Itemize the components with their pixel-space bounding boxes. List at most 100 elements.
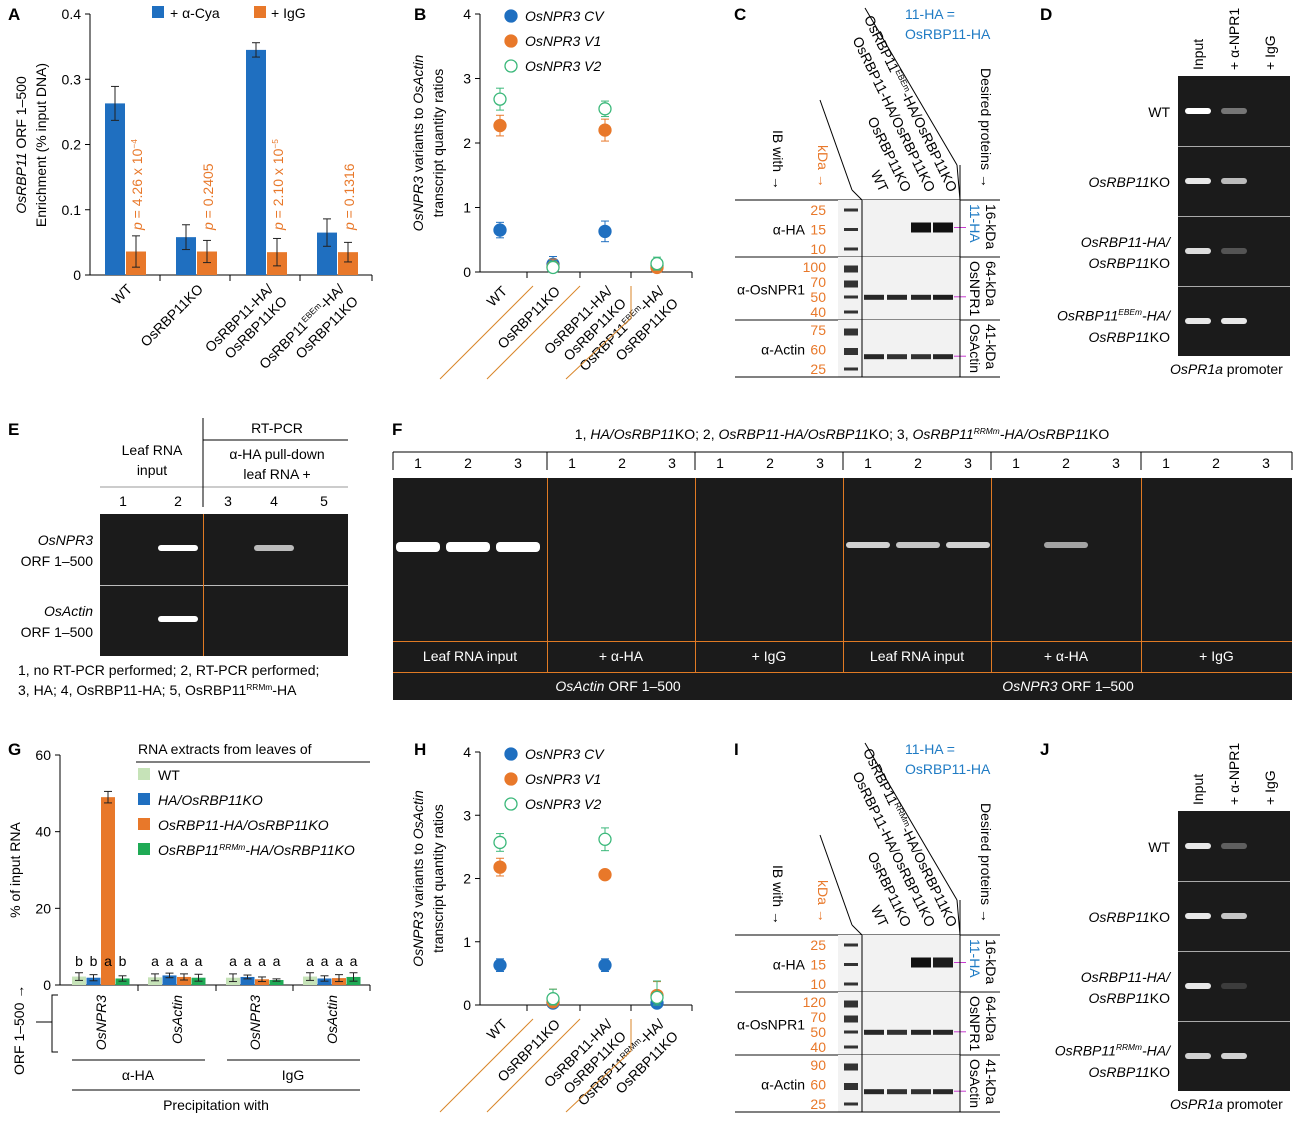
y-axis-label: OsNPR3 variants to OsActin (410, 54, 426, 231)
data-point (598, 224, 612, 239)
panel-label-h: H (414, 740, 427, 759)
data-point (598, 958, 612, 972)
lane-number: 1 (414, 455, 422, 471)
row-label: OsRBP11EBEm-HA/OsRBP11KO (1057, 302, 1170, 348)
data-point (650, 258, 664, 273)
lane-number: 2 (914, 455, 922, 471)
ladder-band (844, 1063, 858, 1071)
note: OsRBP11-HA (905, 26, 991, 42)
y-tick-label: 3 (463, 71, 471, 87)
lane-number: 4 (270, 493, 278, 509)
ladder-band (844, 348, 858, 355)
lane-label: OsRBP11-HA/OsRBP11KO (849, 769, 938, 929)
data-point (546, 995, 560, 1009)
significance-letter: b (119, 953, 127, 969)
legend-label: OsNPR3 V1 (525, 771, 601, 787)
blot-membrane (838, 200, 960, 257)
row-label: OsRBP11-HA/OsRBP11KO (1081, 232, 1170, 274)
header-line (851, 924, 863, 936)
x-tick-label: OsRBP11-HA/ (202, 281, 276, 355)
antibody-label: α-HA (773, 957, 806, 973)
legend-marker (504, 772, 518, 786)
section-divider (695, 478, 696, 672)
ladder-band (844, 1045, 858, 1049)
dna-band (1185, 983, 1211, 989)
legend-text: 3, HA; 4, OsRBP11-HA; 5, OsRBP11RRMm-HA (18, 682, 297, 698)
data-point (493, 958, 507, 972)
row-label-line: OsRBP11RRMm-HA/ (1054, 1042, 1170, 1059)
data-point (493, 223, 507, 237)
p-value-label: p = 0.1316 (341, 163, 357, 231)
dna-band (1044, 542, 1088, 548)
x-tick-label: OsNPR3 (93, 995, 109, 1050)
marker-label: 15 (810, 957, 826, 973)
row-divider (1178, 286, 1290, 287)
legend-label: OsNPR3 CV (525, 8, 605, 24)
marker-label: 25 (810, 202, 826, 218)
lane-divider (203, 514, 204, 656)
marker-label: 70 (810, 1009, 826, 1025)
ladder-band (844, 963, 858, 966)
lane-number: 1 (119, 493, 127, 509)
panel-label-c: C (734, 5, 747, 24)
header-label: Leaf RNA (122, 442, 183, 458)
bar-igg (267, 252, 287, 275)
y-tick-label: 1 (463, 934, 471, 950)
lane-label: WT (868, 168, 892, 195)
y-tick-label: 0.3 (62, 71, 82, 87)
significance-letter: a (180, 953, 188, 969)
lane-number: 3 (1112, 455, 1120, 471)
protein-band (933, 957, 953, 968)
legend-swatch (138, 843, 150, 855)
protein-band (933, 1089, 953, 1095)
column-label: + α-NPR1 (1226, 743, 1242, 805)
y-tick-label: 3 (463, 807, 471, 823)
desired-proteins-label: Desired proteins → (978, 803, 994, 923)
lane-number: 3 (1262, 455, 1270, 471)
ib-with-label: IB with → (770, 130, 786, 190)
bar (332, 978, 346, 985)
protein-band (864, 1029, 884, 1035)
side-label: ORF 1–500 → (11, 985, 27, 1075)
legend-label: OsRBP11RRMm-HA/OsRBP11KO (158, 842, 355, 858)
data-point (546, 992, 560, 1006)
data-point (493, 835, 507, 850)
bar-igg (197, 251, 217, 275)
dna-band (446, 542, 490, 552)
dna-band (946, 542, 990, 548)
dna-band (1185, 913, 1211, 919)
significance-letter: a (306, 953, 314, 969)
header-line (851, 189, 863, 201)
lane-number: 3 (514, 455, 522, 471)
strip-divider (393, 641, 1292, 642)
ladder-band (844, 280, 858, 288)
data-point (546, 260, 560, 275)
y-tick-label: 0.4 (62, 6, 82, 22)
size-label: 64-kDa (983, 261, 999, 306)
y-tick-label: 20 (35, 900, 51, 916)
bar (317, 978, 332, 985)
dna-band (1221, 843, 1247, 849)
ladder-band (844, 310, 858, 314)
row-label: OsRBP11-HA/OsRBP11KO (1081, 967, 1170, 1009)
row-label-line: OsRBP11EBEm-HA/ (1057, 307, 1170, 324)
lane-label: OsRBP11KO (865, 114, 915, 194)
gel (1178, 76, 1290, 356)
bar-cya (246, 49, 266, 276)
protein-band (933, 294, 953, 300)
y-axis-label: transcript quantity ratios (430, 804, 446, 953)
x-axis-label: Precipitation with (163, 1097, 269, 1113)
lane-number: 1 (1162, 455, 1170, 471)
ladder-band (844, 1030, 858, 1034)
gel-title: 1, HA/OsRBP11KO; 2, OsRBP11-HA/OsRBP11KO… (575, 426, 1110, 442)
section-divider (1141, 478, 1142, 672)
marker-label: 75 (810, 322, 826, 338)
x-tick-label: OsRBP11KO (612, 1028, 681, 1097)
bar-cya (317, 232, 337, 275)
desired-proteins-label: Desired proteins → (978, 68, 994, 188)
bar (162, 975, 177, 985)
bar (86, 977, 101, 985)
legend-label: OsNPR3 V2 (525, 796, 601, 812)
legend-label: + α-Cya (170, 5, 220, 21)
row-label-line: WT (1148, 104, 1170, 120)
